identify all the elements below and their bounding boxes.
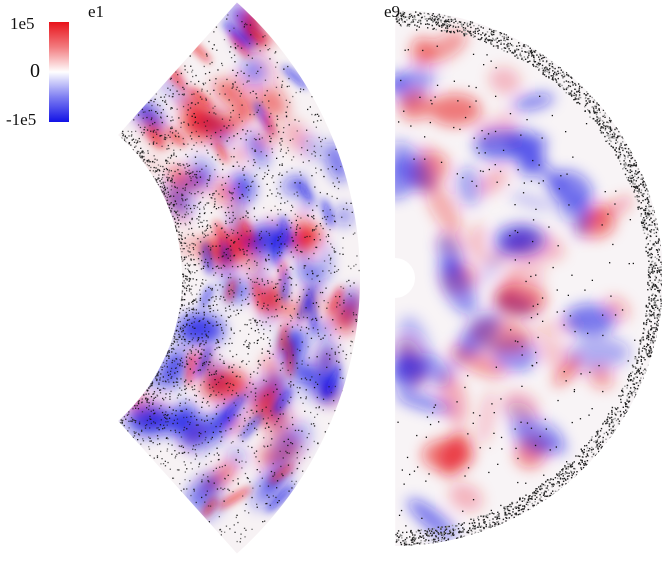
- colorbar-tick-max: 1e5: [10, 14, 35, 34]
- panel-e9-wedge: [372, 10, 662, 549]
- colorbar: [49, 22, 69, 122]
- panel-label-e1: e1: [88, 2, 104, 22]
- colorbar-tick-zero: 0: [30, 60, 40, 83]
- colorbar-tick-min: -1e5: [6, 110, 36, 130]
- panel-label-e9: e9: [384, 2, 400, 22]
- panel-e1-wedge: [118, 0, 368, 554]
